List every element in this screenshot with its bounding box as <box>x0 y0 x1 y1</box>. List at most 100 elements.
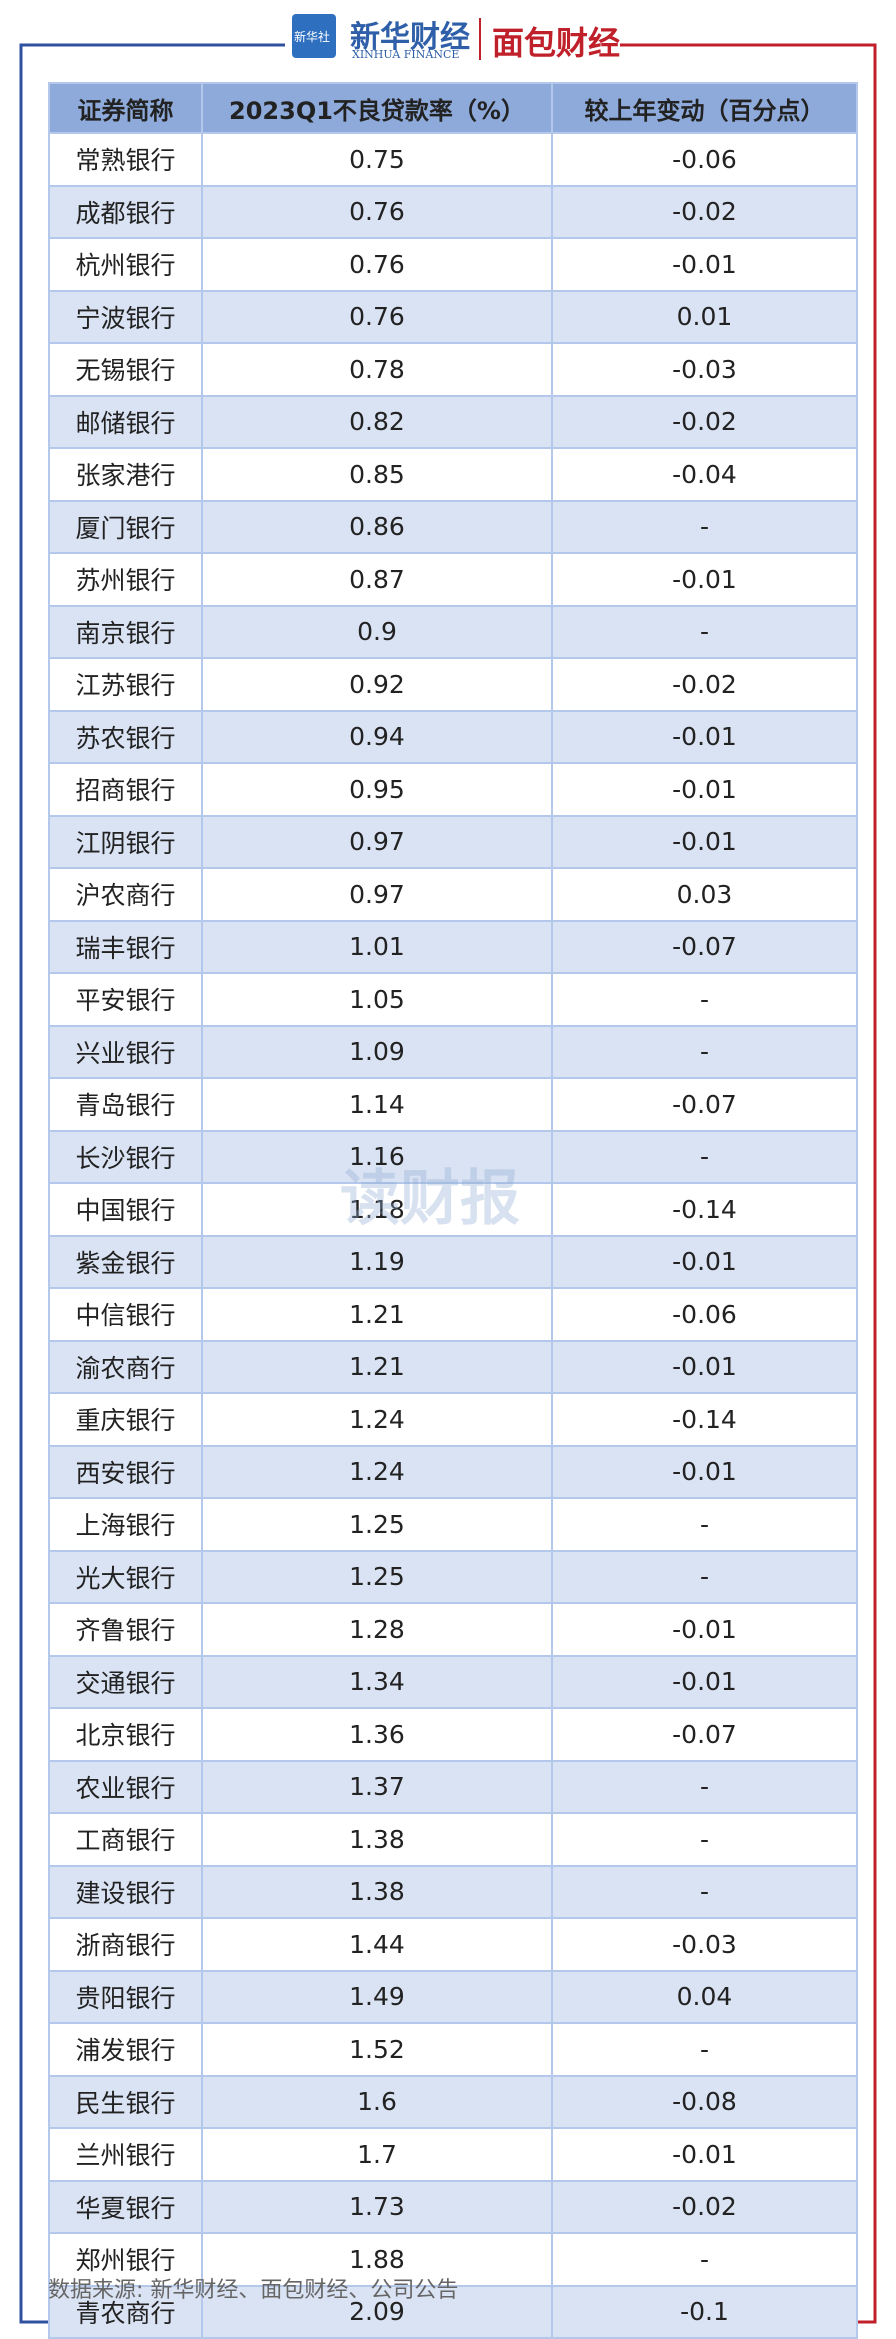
table-cell: -0.01 <box>551 237 858 292</box>
table-cell: 1.21 <box>201 1287 553 1342</box>
table-row: 西安银行 1.24 -0.01 <box>48 1444 858 1499</box>
table-cell: 0.97 <box>201 814 553 869</box>
table-row: 长沙银行 1.16- <box>48 1129 858 1184</box>
table-cell: 青农商行 <box>48 2284 203 2339</box>
table-cell: 0.76 <box>201 184 553 239</box>
table-row: 交通银行 1.34 -0.01 <box>48 1654 858 1709</box>
brand-name: 新华财经 <box>350 20 470 55</box>
table-cell: 长沙银行 <box>48 1129 203 1184</box>
table-cell: -0.02 <box>551 184 858 239</box>
table-cell: 沪农商行 <box>48 867 203 922</box>
table-cell: 1.09 <box>201 1024 553 1079</box>
table-cell: 1.18 <box>201 1182 553 1237</box>
table-cell: 无锡银行 <box>48 342 203 397</box>
table-cell: -0.01 <box>551 709 858 764</box>
table-cell: - <box>551 1497 858 1552</box>
table-cell: 齐鲁银行 <box>48 1602 203 1657</box>
table-row: 齐鲁银行 1.28 -0.01 <box>48 1602 858 1657</box>
table-row: 常熟银行 0.75 -0.06 <box>48 132 858 187</box>
table-cell: 0.87 <box>201 552 553 607</box>
table-cell: 贵阳银行 <box>48 1969 203 2024</box>
table-cell: -0.01 <box>551 762 858 817</box>
table-row: 光大银行 1.25- <box>48 1549 858 1604</box>
table-row: 南京银行 0.9- <box>48 604 858 659</box>
table-cell: -0.01 <box>551 1654 858 1709</box>
table-row: 中国银行 1.18 -0.14 <box>48 1182 858 1237</box>
column-header: 较上年变动（百分点） <box>551 82 858 134</box>
table-row: 宁波银行 0.76 0.01 <box>48 289 858 344</box>
table-row: 紫金银行 1.19 -0.01 <box>48 1234 858 1289</box>
table-cell: - <box>551 1812 858 1867</box>
table-cell: -0.02 <box>551 657 858 712</box>
table-cell: 交通银行 <box>48 1654 203 1709</box>
table-cell: -0.02 <box>551 394 858 449</box>
table-cell: 常熟银行 <box>48 132 203 187</box>
table-row: 厦门银行 0.86- <box>48 499 858 554</box>
table-cell: - <box>551 972 858 1027</box>
table-row: 浙商银行 1.44 -0.03 <box>48 1917 858 1972</box>
table-row: 苏州银行 0.87 -0.01 <box>48 552 858 607</box>
table-cell: 1.28 <box>201 1602 553 1657</box>
table-cell: -0.01 <box>551 1444 858 1499</box>
table-cell: 1.73 <box>201 2179 553 2234</box>
table-cell: - <box>551 1024 858 1079</box>
table-row: 浦发银行 1.52- <box>48 2022 858 2077</box>
table-row: 重庆银行 1.24 -0.14 <box>48 1392 858 1447</box>
table-cell: 0.85 <box>201 447 553 502</box>
table-cell: 0.04 <box>551 1969 858 2024</box>
table-cell: 浦发银行 <box>48 2022 203 2077</box>
table-cell: -0.07 <box>551 1707 858 1762</box>
table-cell: - <box>551 1864 858 1919</box>
table-cell: 宁波银行 <box>48 289 203 344</box>
table-cell: -0.01 <box>551 1602 858 1657</box>
table-cell: 邮储银行 <box>48 394 203 449</box>
table-cell: -0.06 <box>551 132 858 187</box>
table-row: 建设银行 1.38- <box>48 1864 858 1919</box>
table-cell: 1.24 <box>201 1392 553 1447</box>
table-cell: 郑州银行 <box>48 2232 203 2287</box>
table-cell: 0.82 <box>201 394 553 449</box>
table-cell: 0.95 <box>201 762 553 817</box>
watermark: 读财报 <box>340 1164 520 1234</box>
table-cell: 北京银行 <box>48 1707 203 1762</box>
table-cell: 0.75 <box>201 132 553 187</box>
table-cell: 1.37 <box>201 1759 553 1814</box>
table-cell: 西安银行 <box>48 1444 203 1499</box>
table-cell: -0.1 <box>551 2284 858 2339</box>
table-cell: - <box>551 1549 858 1604</box>
table-cell: -0.14 <box>551 1182 858 1237</box>
table-cell: 张家港行 <box>48 447 203 502</box>
table-cell: 0.76 <box>201 237 553 292</box>
table-cell: -0.14 <box>551 1392 858 1447</box>
table-cell: -0.08 <box>551 2074 858 2129</box>
table-cell: - <box>551 2232 858 2287</box>
table-cell: - <box>551 1759 858 1814</box>
table-cell: 青岛银行 <box>48 1077 203 1132</box>
table-cell: 1.16 <box>201 1129 553 1184</box>
table-cell: -0.03 <box>551 342 858 397</box>
table-row: 邮储银行 0.82 -0.02 <box>48 394 858 449</box>
table-cell: 1.7 <box>201 2127 553 2182</box>
table-cell: 农业银行 <box>48 1759 203 1814</box>
table-cell: 紫金银行 <box>48 1234 203 1289</box>
table-cell: -0.01 <box>551 552 858 607</box>
table-cell: -0.06 <box>551 1287 858 1342</box>
brand-name-en: XINHUA FINANCE <box>352 48 460 61</box>
table-row: 张家港行 0.85 -0.04 <box>48 447 858 502</box>
table-row: 渝农商行 1.21 -0.01 <box>48 1339 858 1394</box>
brand-name-2: 面包财经 <box>492 24 621 62</box>
table-row: 苏农银行 0.94 -0.01 <box>48 709 858 764</box>
table-row: 沪农商行 0.97 0.03 <box>48 867 858 922</box>
table-cell: 江阴银行 <box>48 814 203 869</box>
table-row: 平安银行 1.05- <box>48 972 858 1027</box>
table-row: 上海银行 1.25- <box>48 1497 858 1552</box>
table-cell: -0.01 <box>551 2127 858 2182</box>
table-cell: 民生银行 <box>48 2074 203 2129</box>
table-cell: 1.24 <box>201 1444 553 1499</box>
table-cell: 1.19 <box>201 1234 553 1289</box>
table-cell: 渝农商行 <box>48 1339 203 1394</box>
table-cell: 1.25 <box>201 1549 553 1604</box>
table-cell: 浙商银行 <box>48 1917 203 1972</box>
table-cell: 1.49 <box>201 1969 553 2024</box>
